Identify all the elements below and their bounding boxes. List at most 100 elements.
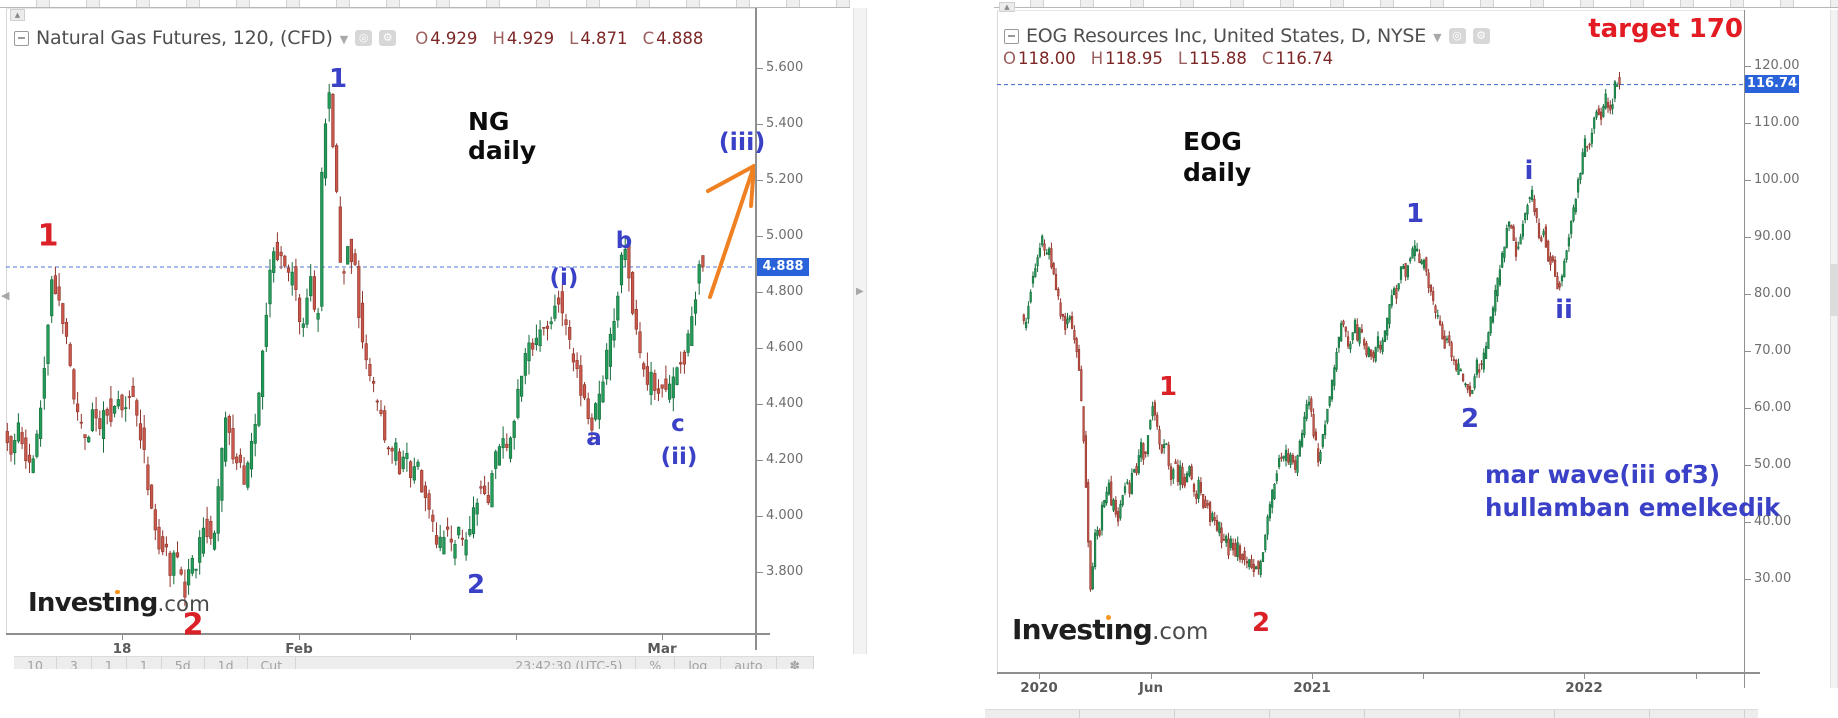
time-tick: [122, 635, 123, 640]
eog-candlestick-plot[interactable]: [997, 10, 1744, 672]
candlestick-series: [5, 83, 705, 607]
time-tick-label: 2020: [1020, 680, 1058, 696]
projection-arrow: [708, 164, 756, 299]
price-tick-label: 100.00: [1754, 172, 1800, 188]
collapse-left-chevron-icon[interactable]: ◀: [1, 289, 10, 302]
price-tick-label: 90.00: [1754, 229, 1792, 245]
wave-label: b: [615, 228, 633, 254]
price-tick: [1745, 408, 1751, 410]
time-tick: [516, 635, 517, 640]
time-tick-label: 2021: [1293, 680, 1331, 696]
wave-label: ii: [1555, 295, 1573, 325]
target-price-annotation: target 170: [1588, 14, 1743, 44]
scroll-up-icon[interactable]: ▲: [999, 2, 1015, 12]
price-tick: [1745, 465, 1751, 467]
price-tick-label: 50.00: [1754, 457, 1792, 473]
price-tick: [757, 235, 763, 237]
eog-symbol-title: EOG Resources Inc, United States, D, NYS…: [1026, 25, 1427, 47]
ng-candlestick-plot[interactable]: [5, 8, 756, 633]
price-tick-label: 30.00: [1754, 571, 1792, 587]
scrollbar-handle[interactable]: [1830, 264, 1838, 316]
candlestick-series: [1022, 72, 1621, 592]
indicator-icon[interactable]: ◎: [355, 30, 373, 46]
eog-right-scrollbar[interactable]: [1830, 10, 1838, 688]
logo-orange-dot: [1105, 614, 1111, 620]
settings-gear-icon[interactable]: ⚙: [379, 30, 397, 46]
time-tick-label: 2022: [1565, 680, 1603, 696]
time-tick: [299, 635, 300, 640]
wave-label: 1: [1158, 372, 1178, 402]
time-tick: [410, 635, 411, 640]
toolbar-item[interactable]: log: [675, 657, 722, 669]
price-tick-label: 3.800: [766, 563, 804, 579]
indicator-icon[interactable]: ◎: [1448, 28, 1466, 44]
time-tick: [1423, 674, 1424, 679]
price-tick: [757, 459, 763, 461]
price-tick-label: 60.00: [1754, 400, 1792, 416]
toolbar-item[interactable]: 5d: [162, 657, 205, 669]
wave-label: 1: [328, 64, 348, 94]
eog-price-axis-line[interactable]: [1743, 10, 1745, 688]
wave-label: 1: [37, 218, 59, 254]
toolbar-item[interactable]: auto: [721, 657, 777, 669]
price-tick: [1745, 66, 1751, 68]
ng-time-axis-line[interactable]: [6, 633, 770, 635]
collapse-right-chevron-icon[interactable]: ▶: [856, 286, 864, 297]
wave-label: c: [671, 411, 685, 437]
eog-bottom-toolbar[interactable]: [985, 709, 1758, 718]
ng-right-scrollbar[interactable]: [853, 8, 867, 654]
price-tick: [1745, 351, 1751, 353]
time-tick-label: Feb: [285, 641, 313, 657]
eog-ohlc-values: O 118.00 H 118.95 L 115.88 C 116.74: [1003, 49, 1334, 68]
wave-label: (ii): [660, 444, 698, 470]
collapse-panel-icon[interactable]: [1004, 28, 1019, 44]
browser-tab-strip-left: [0, 0, 850, 8]
toolbar-item[interactable]: %: [636, 657, 676, 669]
toolbar-item[interactable]: 23:42:30 (UTC-5): [502, 657, 637, 669]
price-tick-label: 110.00: [1754, 115, 1800, 131]
settings-gear-icon[interactable]: ⚙: [1472, 28, 1490, 44]
wave-label: 2: [1251, 608, 1271, 638]
price-tick: [757, 515, 763, 517]
ng-ohlc-values: O 4.929 H 4.929 L 4.871 C 4.888: [415, 28, 704, 48]
price-tick-label: 5.000: [766, 227, 804, 243]
collapse-panel-icon[interactable]: [14, 30, 29, 46]
price-tick-label: 5.200: [766, 171, 804, 187]
wave-label: 1: [1405, 199, 1425, 229]
ng-bottom-toolbar[interactable]: 10 3 1 1 5d 1d Cut 23:42:30 (UTC-5)% log auto ✽: [14, 656, 814, 669]
price-tick-label: 4.400: [766, 395, 804, 411]
toolbar-item[interactable]: 10: [14, 657, 57, 669]
toolbar-item[interactable]: ✽: [777, 657, 814, 669]
price-tick: [757, 179, 763, 181]
toolbar-item[interactable]: 3: [57, 657, 92, 669]
scroll-up-icon[interactable]: ▲: [10, 9, 25, 21]
toolbar-item[interactable]: Cut: [248, 657, 297, 669]
wave-label: (i): [549, 265, 579, 291]
plot-border-top: [6, 8, 756, 9]
toolbar-item[interactable]: 1: [92, 657, 127, 669]
ng-last-price-badge: 4.888: [757, 258, 809, 276]
time-tick: [1151, 674, 1152, 679]
price-tick: [1745, 579, 1751, 581]
projection-arrow: [749, 164, 756, 208]
toolbar-item[interactable]: 1d: [205, 657, 248, 669]
eog-watermark: EOG daily: [1183, 127, 1252, 187]
eog-time-axis-line[interactable]: [997, 672, 1760, 674]
time-tick-label: Jun: [1138, 680, 1164, 696]
projection-arrow: [706, 164, 756, 193]
price-tick-label: 80.00: [1754, 286, 1792, 302]
wave-label: (iii): [718, 128, 766, 156]
chevron-down-icon[interactable]: ▼: [339, 32, 349, 46]
eog-chart-header: EOG Resources Inc, United States, D, NYS…: [1004, 25, 1490, 47]
wave-note-annotation: mar wave(iii of3) hullamban emelkedik: [1485, 460, 1781, 522]
chevron-down-icon[interactable]: ▼: [1433, 30, 1442, 44]
price-tick: [1745, 237, 1751, 239]
price-tick-label: 40.00: [1754, 514, 1792, 530]
price-tick-label: 70.00: [1754, 343, 1792, 359]
ng-price-axis-line[interactable]: [755, 8, 757, 650]
price-tick: [1745, 123, 1751, 125]
price-tick: [1745, 294, 1751, 296]
toolbar-item[interactable]: 1: [127, 657, 162, 669]
price-tick-label: 120.00: [1754, 58, 1800, 74]
